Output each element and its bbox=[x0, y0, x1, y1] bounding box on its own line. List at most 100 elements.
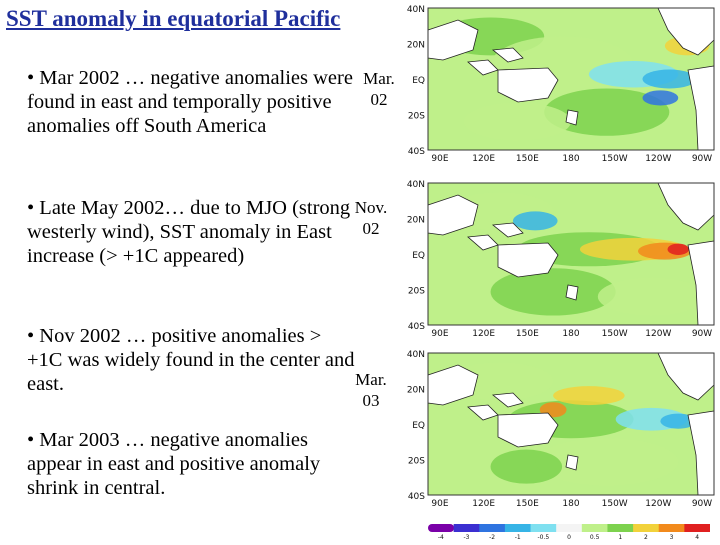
slide-title: SST anomaly in equatorial Pacific bbox=[6, 6, 341, 31]
map-label-nov-02: Nov. 02 bbox=[348, 197, 394, 239]
land-mass bbox=[491, 222, 524, 238]
map-label-month: Mar. bbox=[363, 69, 395, 88]
map-label-year: 03 bbox=[362, 391, 380, 410]
lat-label: 20S bbox=[408, 287, 425, 297]
sst-anomaly-patch bbox=[597, 277, 706, 316]
map-label-month: Mar. bbox=[355, 370, 387, 389]
lat-label: 40S bbox=[408, 147, 425, 157]
colorbar-swatch bbox=[453, 524, 480, 532]
colorbar-tick-label: 4 bbox=[695, 534, 699, 540]
land-mass bbox=[565, 454, 579, 471]
lat-label: 20N bbox=[407, 386, 425, 396]
lon-label: 180 bbox=[562, 499, 579, 509]
colorbar-swatch bbox=[684, 524, 711, 532]
map-label-mar-03: Mar. 03 bbox=[348, 369, 394, 411]
lon-label: 180 bbox=[562, 329, 579, 339]
sst-anomaly-patch bbox=[667, 243, 689, 255]
lat-label: 20S bbox=[408, 457, 425, 467]
sst-map-mar-02: 40N 20N EQ 20S 40S 90E 120E 150E 180 150W 120W 90W bbox=[398, 0, 720, 170]
sst-anomaly-patch bbox=[512, 211, 558, 231]
sst-anomaly-patch bbox=[553, 386, 625, 406]
lat-label: 40S bbox=[408, 492, 425, 502]
colorbar-swatch bbox=[428, 524, 455, 532]
map-label-month: Nov. bbox=[354, 198, 388, 217]
lon-label: 90E bbox=[431, 329, 448, 339]
map-label-mar-02: Mar. 02 bbox=[356, 68, 402, 110]
sst-anomaly-patch bbox=[660, 413, 697, 429]
lon-label: 90W bbox=[692, 499, 712, 509]
land-mass bbox=[427, 364, 479, 406]
colorbar-swatch bbox=[479, 524, 506, 532]
lat-label: 40N bbox=[407, 180, 425, 190]
land-mass bbox=[565, 109, 579, 126]
lon-label: 120E bbox=[472, 499, 495, 509]
lat-label: 20S bbox=[408, 112, 425, 122]
colorbar-tick-label: -3 bbox=[463, 534, 469, 540]
colorbar-tick-label: 0 bbox=[567, 534, 571, 540]
colorbar-swatch bbox=[633, 524, 660, 532]
lon-label: 150W bbox=[602, 154, 628, 164]
lon-label: 90E bbox=[431, 499, 448, 509]
sst-anomaly-patch bbox=[642, 69, 697, 89]
lon-label: 150E bbox=[516, 329, 539, 339]
land-mass bbox=[497, 412, 559, 448]
colorbar-tick-label: 3 bbox=[670, 534, 674, 540]
colorbar-tick-label: 0.5 bbox=[590, 534, 600, 540]
colorbar-swatch bbox=[530, 524, 557, 532]
colorbar-tick-label: 2 bbox=[644, 534, 648, 540]
land-mass bbox=[491, 47, 524, 63]
sst-map-nov-02: 40N 20N EQ 20S 40S 90E 120E 150E 180 150W 120W 90W bbox=[398, 175, 720, 345]
land-mass bbox=[497, 67, 559, 103]
map-frame bbox=[427, 182, 715, 326]
colorbar-tick-label: -4 bbox=[438, 534, 444, 540]
sst-anomaly-patch bbox=[490, 449, 563, 484]
colorbar-tick-label: -0.5 bbox=[538, 534, 550, 540]
lon-label: 90W bbox=[692, 154, 712, 164]
lat-label: 40N bbox=[407, 5, 425, 15]
lat-label: EQ bbox=[412, 251, 425, 261]
lon-label: 90W bbox=[692, 329, 712, 339]
map-frame bbox=[427, 7, 715, 151]
sst-anomaly-patch bbox=[535, 438, 679, 486]
colorbar-swatch bbox=[607, 524, 634, 532]
lon-label: 150W bbox=[602, 329, 628, 339]
lon-label: 90E bbox=[431, 154, 448, 164]
bullet-mar-2002: • Mar 2002 … negative anomalies were fou… bbox=[27, 67, 353, 137]
land-mass bbox=[427, 194, 479, 236]
land-mass bbox=[565, 284, 579, 301]
sst-anomaly-patch bbox=[490, 268, 616, 316]
map-label-year: 02 bbox=[362, 219, 380, 238]
lon-label: 120W bbox=[645, 154, 671, 164]
colorbar-swatch bbox=[504, 524, 532, 532]
colorbar-swatch bbox=[658, 524, 685, 532]
lon-label: 120E bbox=[472, 329, 495, 339]
colorbar-tick-label: -2 bbox=[489, 534, 495, 540]
map-label-year: 02 bbox=[370, 90, 388, 109]
lat-label: 20N bbox=[407, 216, 425, 226]
lon-label: 150E bbox=[516, 499, 539, 509]
lat-label: 40S bbox=[408, 322, 425, 332]
lon-label: 120W bbox=[645, 329, 671, 339]
land-mass bbox=[497, 242, 559, 278]
sst-anomaly-patch bbox=[642, 90, 679, 106]
lat-label: EQ bbox=[412, 421, 425, 431]
bullet-nov-2002: • Nov 2002 … positive anomalies > +1C wa… bbox=[27, 325, 355, 395]
lon-label: 120W bbox=[645, 499, 671, 509]
bullet-may-2002: • Late May 2002… due to MJO (strong west… bbox=[27, 197, 351, 267]
lat-label: 20N bbox=[407, 41, 425, 51]
colorbar-swatch bbox=[581, 524, 608, 532]
land-mass bbox=[427, 19, 479, 61]
colorbar-tick-label: -1 bbox=[515, 534, 521, 540]
land-mass bbox=[491, 392, 524, 408]
lon-label: 120E bbox=[472, 154, 495, 164]
lon-label: 150W bbox=[602, 499, 628, 509]
lat-label: EQ bbox=[412, 76, 425, 86]
sst-anomaly-patch bbox=[463, 102, 571, 141]
lon-label: 180 bbox=[562, 154, 579, 164]
map-frame bbox=[427, 352, 715, 496]
lon-label: 150E bbox=[516, 154, 539, 164]
colorbar-tick-label: 1 bbox=[618, 534, 622, 540]
colorbar: -4 -3 -2 -1 -0.5 0 0.5 1 2 3 4 bbox=[428, 522, 711, 541]
bullet-mar-2003: • Mar 2003 … negative anomalies appear i… bbox=[27, 429, 321, 499]
colorbar-swatch bbox=[556, 524, 583, 532]
